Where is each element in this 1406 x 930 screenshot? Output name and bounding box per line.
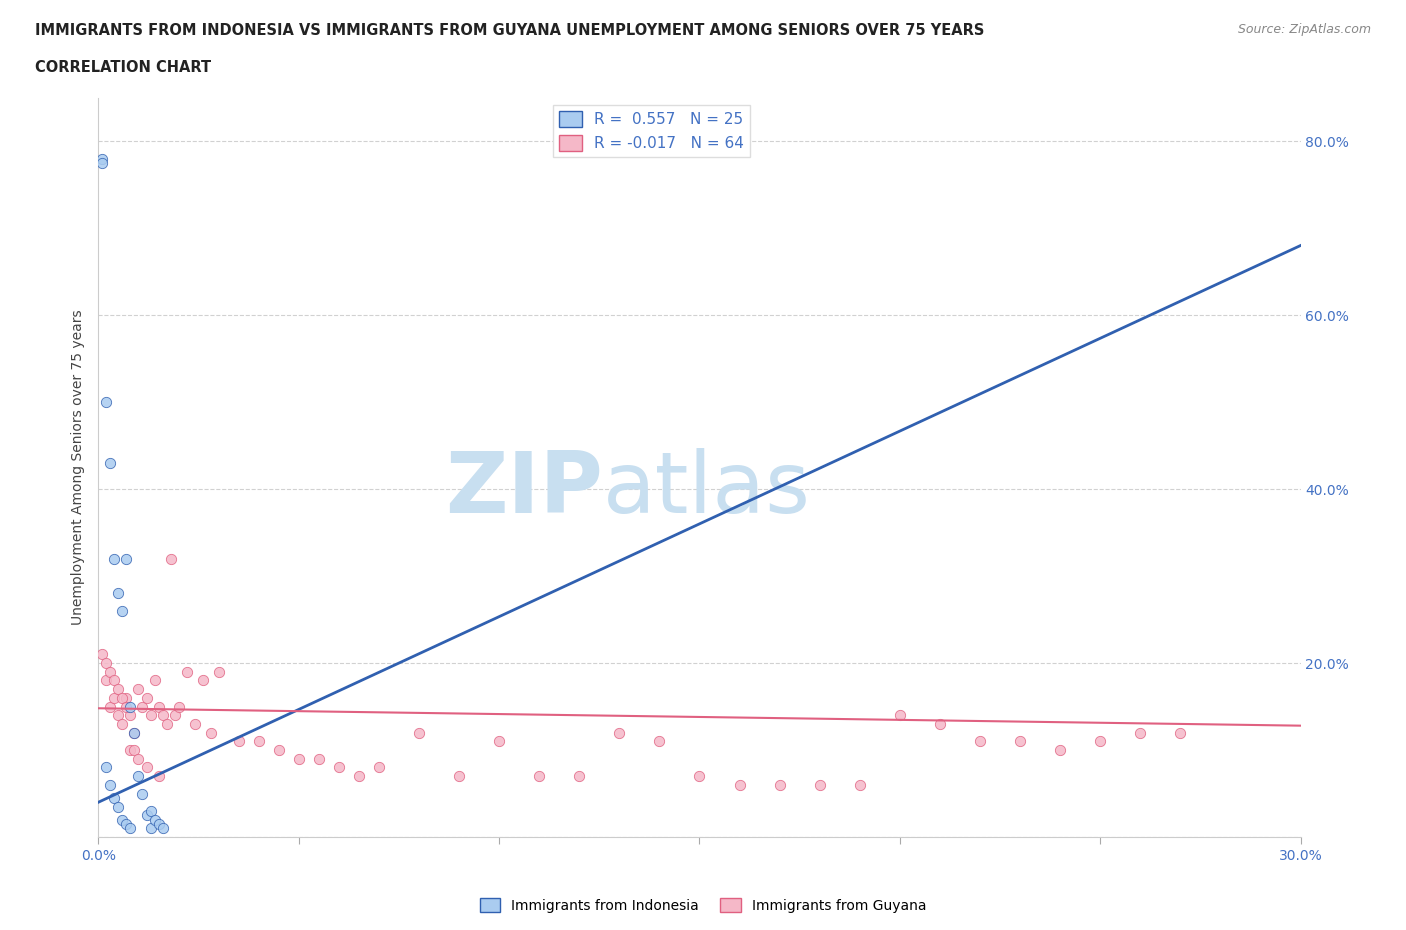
Point [969,734,991,749]
Point [96,673,118,688]
Legend: Immigrants from Indonesia, Immigrants from Guyana: Immigrants from Indonesia, Immigrants fr… [474,893,932,919]
Point [120,742,142,757]
Point [128,769,150,784]
Point [529,769,551,784]
Text: atlas: atlas [603,448,811,531]
Point [328,760,350,775]
Point [889,708,911,723]
Point [1170,725,1192,740]
Point [139,804,162,818]
Point [131,786,153,801]
Point [115,699,138,714]
Point [139,708,162,723]
Point [120,699,142,714]
Point [107,799,129,814]
Point [135,690,157,705]
Point [267,742,290,757]
Point [120,821,142,836]
Point [1010,734,1032,749]
Point [135,808,157,823]
Point [447,769,470,784]
Point [849,777,872,792]
Point [100,664,122,679]
Point [347,769,370,784]
Point [159,551,181,566]
Point [408,725,430,740]
Point [808,777,831,792]
Point [111,604,134,618]
Point [103,790,125,805]
Point [148,769,170,784]
Point [103,673,125,688]
Point [131,699,153,714]
Point [163,708,186,723]
Point [124,725,146,740]
Point [288,751,311,766]
Point [155,716,177,731]
Point [115,551,138,566]
Point [1129,725,1152,740]
Point [143,812,166,827]
Point [1088,734,1111,749]
Point [728,777,751,792]
Point [107,708,129,723]
Y-axis label: Unemployment Among Seniors over 75 years: Unemployment Among Seniors over 75 years [72,310,86,625]
Point [103,690,125,705]
Point [103,551,125,566]
Point [769,777,792,792]
Point [1049,742,1071,757]
Point [228,734,250,749]
Point [200,725,222,740]
Point [124,725,146,740]
Text: IMMIGRANTS FROM INDONESIA VS IMMIGRANTS FROM GUYANA UNEMPLOYMENT AMONG SENIORS O: IMMIGRANTS FROM INDONESIA VS IMMIGRANTS … [35,23,984,38]
Point [135,760,157,775]
Point [128,751,150,766]
Point [176,664,198,679]
Point [100,699,122,714]
Point [191,673,214,688]
Point [115,690,138,705]
Point [100,456,122,471]
Point [107,682,129,697]
Point [111,812,134,827]
Point [128,682,150,697]
Point [183,716,205,731]
Point [152,708,174,723]
Point [689,769,711,784]
Point [308,751,330,766]
Point [167,699,190,714]
Point [124,742,146,757]
Point [208,664,231,679]
Point [148,817,170,831]
Point [488,734,510,749]
Legend: R =  0.557   N = 25, R = -0.017   N = 64: R = 0.557 N = 25, R = -0.017 N = 64 [553,105,749,157]
Text: Source: ZipAtlas.com: Source: ZipAtlas.com [1237,23,1371,36]
Point [91,155,114,170]
Point [91,647,114,662]
Point [143,673,166,688]
Point [120,708,142,723]
Point [111,716,134,731]
Point [111,690,134,705]
Point [115,817,138,831]
Point [648,734,671,749]
Text: CORRELATION CHART: CORRELATION CHART [35,60,211,75]
Point [100,777,122,792]
Point [368,760,391,775]
Point [96,656,118,671]
Text: ZIP: ZIP [446,448,603,531]
Point [107,586,129,601]
Point [152,821,174,836]
Point [96,760,118,775]
Point [148,699,170,714]
Point [91,151,114,166]
Point [139,821,162,836]
Point [96,394,118,409]
Point [568,769,591,784]
Point [609,725,631,740]
Point [247,734,270,749]
Point [929,716,952,731]
